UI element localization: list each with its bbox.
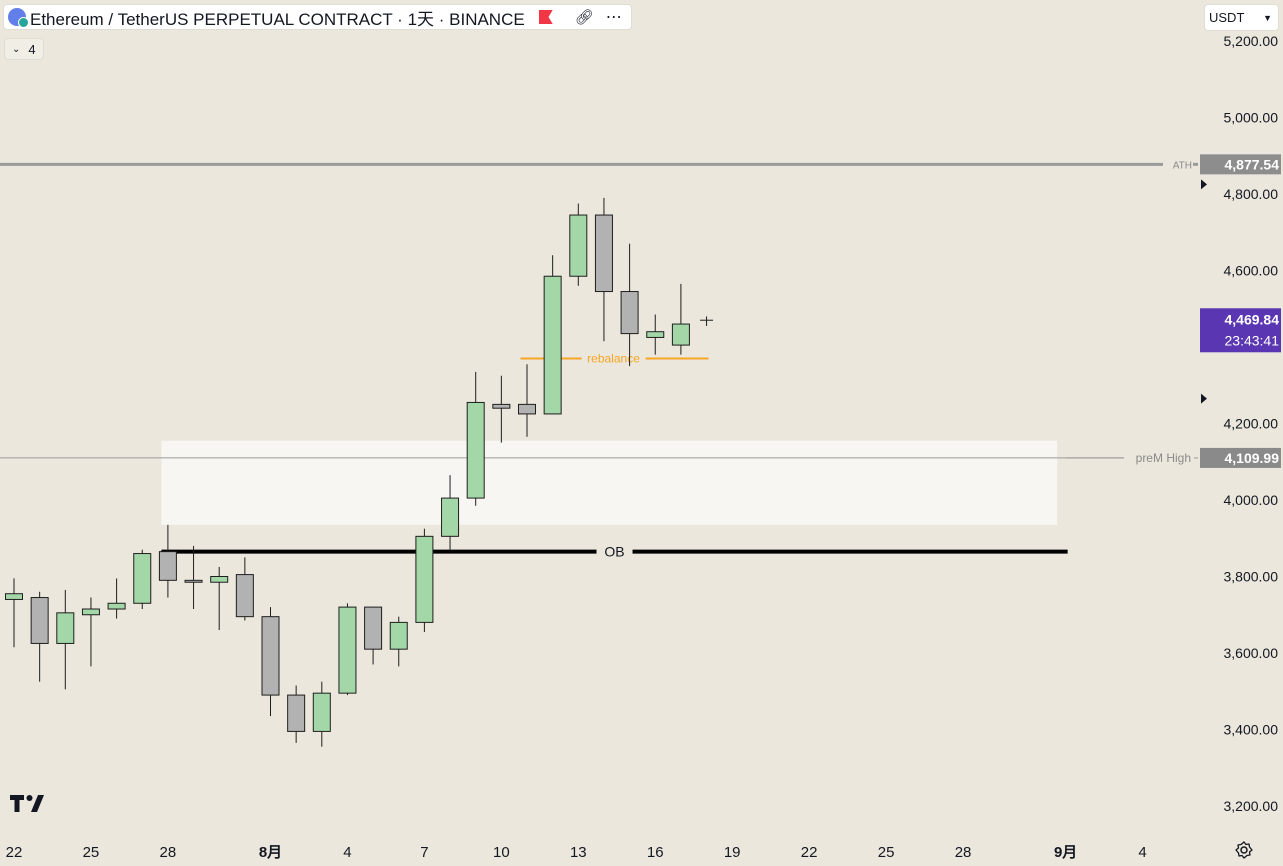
x-axis-tick-label: 4: [343, 844, 351, 861]
ethereum-icon: [8, 8, 29, 28]
x-axis-tick-label: 25: [878, 844, 895, 861]
y-axis-tick-label: 3,400.00: [1224, 722, 1279, 738]
y-axis-tick-label: 5,200.00: [1224, 33, 1279, 49]
candle[interactable]: [338, 603, 357, 696]
candle[interactable]: [261, 607, 280, 717]
last-price-label: 4,469.84: [1225, 311, 1280, 327]
currency-select[interactable]: USDT ▼: [1204, 4, 1279, 31]
x-axis-tick-label: 28: [955, 844, 972, 861]
candle[interactable]: [671, 283, 690, 355]
candle[interactable]: [364, 606, 383, 665]
candle[interactable]: [107, 578, 126, 619]
candle[interactable]: [158, 524, 177, 598]
x-axis-tick-label: 19: [724, 844, 741, 861]
prem-high-level-label: preM High: [1136, 451, 1191, 465]
candle[interactable]: [133, 549, 152, 610]
order-block-zone[interactable]: [161, 440, 1058, 525]
indicators-toggle[interactable]: ⌄ 4: [4, 38, 44, 60]
x-axis-tick-label: 7: [420, 844, 428, 861]
x-axis-tick-label: 22: [6, 844, 23, 861]
chevron-down-icon: ▼: [1263, 12, 1272, 23]
y-axis-tick-label: 3,800.00: [1224, 569, 1279, 585]
y-axis-tick-label: 4,200.00: [1224, 416, 1279, 432]
currency-label: USDT: [1209, 10, 1245, 25]
ath-price-label-box: [1200, 154, 1281, 175]
ath-price-label: 4,877.54: [1225, 156, 1280, 172]
candle[interactable]: [56, 589, 75, 690]
candle[interactable]: [543, 255, 562, 415]
chevron-down-icon: ⌄: [12, 43, 21, 55]
tradingview-logo-icon[interactable]: [9, 792, 49, 816]
y-axis-tick-label: 3,200.00: [1224, 798, 1279, 814]
x-axis-tick-label: 16: [647, 844, 664, 861]
x-axis-tick-label: 22: [801, 844, 818, 861]
y-axis-tick-label: 4,600.00: [1224, 263, 1279, 279]
x-axis-tick-label: 10: [493, 844, 510, 861]
candle[interactable]: [5, 578, 23, 648]
x-axis-tick-label: 13: [570, 844, 587, 861]
candle[interactable]: [466, 371, 485, 506]
candle[interactable]: [620, 243, 639, 367]
ob-label: OB: [604, 544, 624, 560]
candle[interactable]: [646, 314, 665, 355]
candle[interactable]: [518, 364, 536, 437]
symbol-title[interactable]: Ethereum / TetherUS PERPETUAL CONTRACT ·…: [30, 9, 525, 29]
candle[interactable]: [235, 557, 254, 621]
x-axis-tick-label: 8月: [259, 844, 282, 861]
candle[interactable]: [492, 375, 511, 443]
more-icon[interactable]: ⋯: [605, 9, 623, 26]
candle[interactable]: [415, 528, 434, 632]
prem-high-price-label: 4,109.99: [1225, 450, 1280, 466]
gear-icon[interactable]: [1234, 840, 1254, 860]
candle[interactable]: [312, 681, 331, 747]
y-axis-tick-label: 4,000.00: [1224, 492, 1279, 508]
candle[interactable]: [441, 475, 460, 550]
last-price-box: [1200, 308, 1281, 353]
x-axis-tick-label: 28: [160, 844, 177, 861]
x-axis-tick-label: 9月: [1054, 844, 1077, 861]
alert-marker-icon[interactable]: [1201, 179, 1207, 190]
x-axis-tick-label: 25: [83, 844, 100, 861]
symbol-header[interactable]: Ethereum / TetherUS PERPETUAL CONTRACT ·…: [3, 4, 632, 30]
flag-icon[interactable]: [538, 10, 553, 24]
candle[interactable]: [210, 566, 229, 631]
candle[interactable]: [389, 616, 408, 667]
candle[interactable]: [569, 203, 588, 286]
candle[interactable]: [594, 197, 613, 342]
rebalance-label: rebalance: [587, 351, 640, 365]
candle[interactable]: [700, 316, 714, 326]
y-axis-tick-label: 4,800.00: [1224, 186, 1279, 202]
y-axis-tick-label: 5,000.00: [1224, 110, 1279, 126]
alert-marker-icon[interactable]: [1201, 393, 1207, 404]
link-icon[interactable]: 🔗︎: [574, 9, 594, 26]
candle[interactable]: [30, 591, 49, 682]
candle[interactable]: [184, 545, 203, 610]
indicators-count: 4: [28, 41, 36, 57]
x-axis-tick-label: 4: [1138, 844, 1146, 861]
bar-countdown-label: 23:43:41: [1225, 332, 1280, 348]
candle[interactable]: [287, 685, 306, 743]
candle[interactable]: [81, 597, 100, 667]
y-axis-tick-label: 3,600.00: [1224, 645, 1279, 661]
prem-high-price-label-box: [1200, 447, 1281, 468]
ath-level-label: ATH: [1173, 160, 1192, 171]
